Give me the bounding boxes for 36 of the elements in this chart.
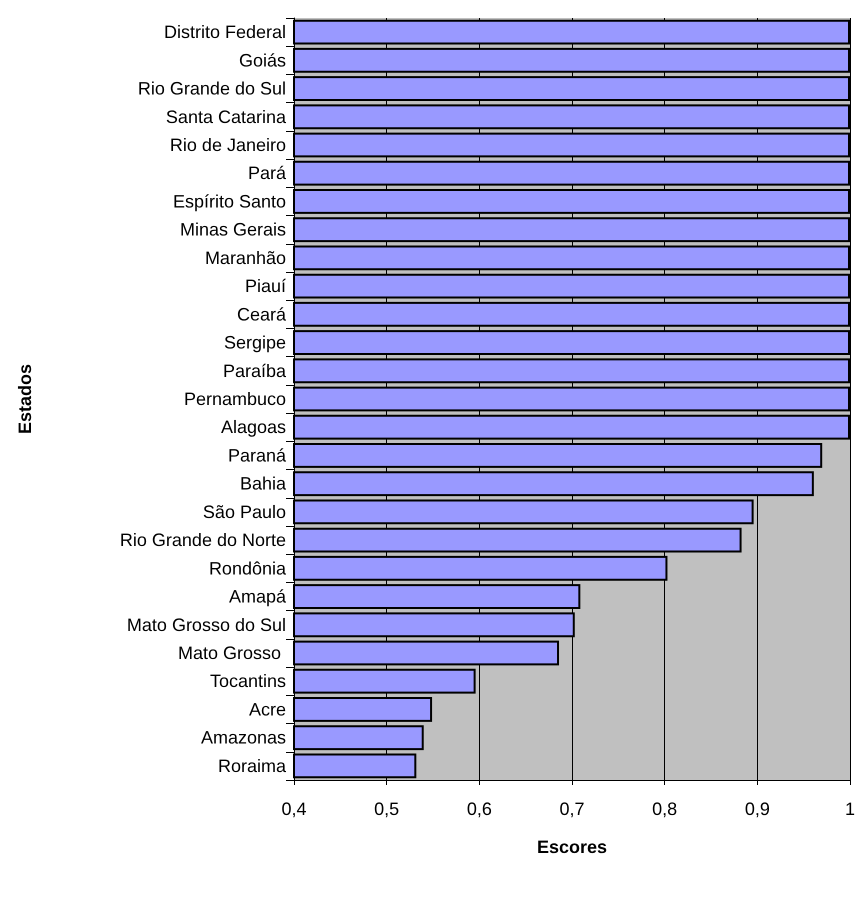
y-tick-label: Pará [248, 163, 287, 184]
y-tick-label: Rio de Janeiro [170, 135, 286, 155]
y-tick-label: Rio Grande do Sul [138, 78, 286, 99]
y-tick-label: Acre [248, 699, 286, 720]
y-axis-title: Estados [15, 364, 35, 434]
y-tick-label: Roraima [218, 756, 287, 776]
x-tick-label: 0,9 [744, 799, 770, 819]
y-tick-label: Ceará [236, 304, 287, 324]
x-tick-label: 0,7 [559, 799, 585, 819]
x-tick-label: 1 [844, 799, 855, 819]
x-tick-label: 0,4 [281, 799, 307, 819]
y-tick-label: Mato Grosso do Sul [126, 614, 286, 635]
y-tick-label: Tocantins [210, 671, 286, 692]
y-tick-label: São Paulo [202, 502, 286, 522]
x-axis-title: Escores [536, 837, 608, 857]
y-tick-label: Rio Grande do Norte [120, 530, 286, 550]
x-tick-label: 0,5 [374, 799, 400, 819]
y-tick-label: Amazonas [200, 728, 286, 748]
y-tick-label: Amapá [228, 586, 287, 607]
y-tick-label: Paraná [228, 445, 287, 466]
y-tick-label: Mato Grosso [178, 643, 286, 663]
y-tick-label: Bahia [240, 474, 287, 494]
y-tick-label: Paraíba [222, 360, 287, 381]
y-tick-label: Santa Catarina [166, 106, 287, 127]
y-tick-label: Minas Gerais [180, 220, 286, 240]
y-tick-label: Maranhão [204, 248, 286, 268]
y-tick-label: Distrito Federal [164, 22, 286, 42]
y-tick-label: Espírito Santo [172, 191, 286, 212]
y-tick-label: Pernambuco [184, 389, 286, 409]
x-tick-label: 0,8 [652, 799, 678, 819]
y-tick-label: Piauí [244, 276, 286, 296]
y-tick-label: Goiás [238, 50, 286, 70]
x-tick-label: 0,6 [466, 799, 492, 819]
y-tick-label: Alagoas [220, 417, 286, 438]
y-tick-label: Sergipe [224, 332, 286, 353]
y-tick-label: Rondônia [208, 558, 287, 578]
